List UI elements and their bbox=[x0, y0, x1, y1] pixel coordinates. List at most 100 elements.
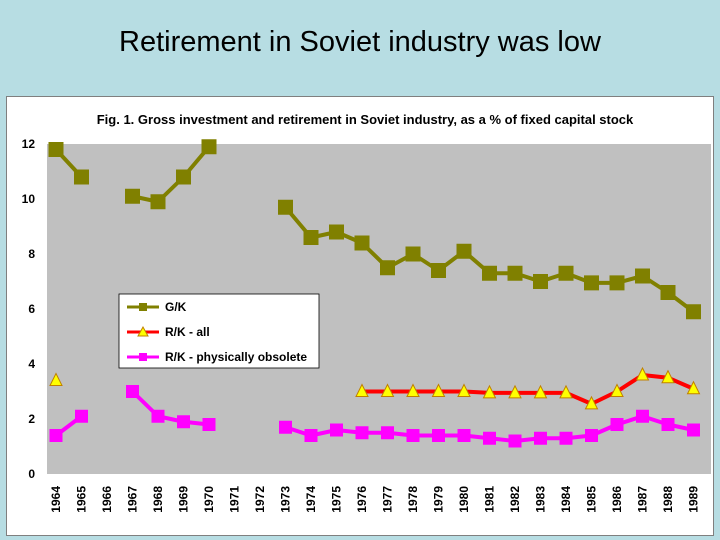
x-tick-label: 1988 bbox=[661, 486, 675, 513]
x-tick-label: 1975 bbox=[330, 486, 344, 513]
data-point bbox=[609, 275, 625, 291]
chart-svg: Fig. 1. Gross investment and retirement … bbox=[22, 112, 711, 513]
x-tick-label: 1973 bbox=[279, 486, 293, 513]
data-point bbox=[431, 263, 446, 278]
data-point bbox=[610, 418, 624, 431]
data-point bbox=[329, 224, 344, 240]
data-point bbox=[177, 415, 190, 429]
data-point bbox=[686, 304, 701, 320]
series-line bbox=[132, 145, 211, 204]
data-point bbox=[482, 265, 497, 281]
x-tick-label: 1966 bbox=[100, 486, 114, 513]
data-point bbox=[330, 423, 343, 437]
data-point bbox=[559, 431, 573, 445]
y-tick-label: 8 bbox=[28, 247, 35, 261]
data-point bbox=[610, 383, 624, 397]
data-point bbox=[533, 384, 548, 399]
x-tick-label: 1977 bbox=[381, 486, 395, 513]
data-point bbox=[432, 429, 445, 442]
data-point bbox=[75, 409, 88, 423]
y-axis: 0 2 4 6 8 10 12 bbox=[22, 137, 36, 481]
slide-title: Retirement in Soviet industry was low bbox=[119, 26, 601, 58]
data-point bbox=[482, 384, 497, 399]
legend: G/K R/K - all R/K - physically obsolete bbox=[118, 293, 320, 369]
x-tick-label: 1978 bbox=[406, 486, 420, 513]
x-tick-label: 1979 bbox=[432, 486, 446, 513]
series-line bbox=[131, 390, 210, 427]
legend-label: R/K - physically obsolete bbox=[165, 350, 307, 364]
data-point bbox=[201, 139, 217, 155]
data-point bbox=[635, 366, 650, 381]
data-point bbox=[150, 194, 166, 210]
data-point bbox=[584, 275, 599, 291]
x-tick-label: 1964 bbox=[49, 486, 63, 513]
data-point bbox=[278, 199, 293, 215]
x-tick-label: 1969 bbox=[177, 486, 191, 513]
series-0 bbox=[48, 139, 701, 320]
legend-swatch-marker bbox=[137, 325, 149, 337]
data-point bbox=[126, 385, 139, 398]
data-point bbox=[661, 418, 675, 431]
data-point bbox=[406, 429, 420, 442]
data-point bbox=[125, 188, 140, 204]
data-point bbox=[508, 384, 522, 399]
data-point bbox=[405, 246, 421, 262]
legend-label: R/K - all bbox=[165, 325, 210, 339]
data-point bbox=[559, 384, 573, 399]
x-tick-label: 1981 bbox=[483, 486, 497, 513]
x-tick-label: 1980 bbox=[457, 486, 471, 513]
data-point bbox=[381, 426, 394, 440]
series-1 bbox=[49, 366, 701, 410]
data-point bbox=[304, 429, 318, 442]
data-point bbox=[636, 409, 649, 423]
x-tick-label: 1987 bbox=[636, 486, 650, 513]
x-tick-label: 1976 bbox=[355, 486, 369, 513]
data-point bbox=[279, 420, 292, 434]
legend-swatch-marker bbox=[139, 303, 147, 311]
series-2 bbox=[49, 385, 700, 448]
data-point bbox=[355, 426, 369, 440]
data-point bbox=[534, 431, 547, 445]
x-tick-label: 1974 bbox=[304, 486, 318, 513]
series-layer bbox=[48, 139, 701, 448]
data-point bbox=[406, 383, 420, 397]
x-tick-label: 1968 bbox=[151, 486, 165, 513]
data-point bbox=[585, 429, 598, 442]
data-point bbox=[507, 265, 523, 281]
data-point bbox=[635, 268, 650, 284]
data-point bbox=[508, 434, 522, 448]
legend-swatch-marker bbox=[139, 353, 147, 361]
y-tick-label: 4 bbox=[28, 357, 35, 371]
chart-title: Fig. 1. Gross investment and retirement … bbox=[97, 112, 634, 127]
x-tick-label: 1972 bbox=[253, 486, 267, 513]
data-point bbox=[457, 383, 471, 397]
y-tick-label: 10 bbox=[22, 192, 36, 206]
data-point bbox=[151, 409, 165, 423]
x-tick-label: 1970 bbox=[202, 486, 216, 513]
x-tick-label: 1989 bbox=[687, 486, 701, 513]
data-point bbox=[49, 429, 63, 442]
y-tick-label: 6 bbox=[28, 302, 35, 316]
data-point bbox=[584, 395, 599, 410]
x-tick-label: 1965 bbox=[75, 486, 89, 513]
data-point bbox=[354, 235, 370, 251]
data-point bbox=[456, 243, 472, 259]
x-tick-label: 1986 bbox=[610, 486, 624, 513]
data-point bbox=[176, 169, 191, 185]
data-point bbox=[686, 380, 701, 395]
data-point bbox=[380, 383, 395, 397]
data-point bbox=[202, 418, 216, 431]
x-tick-label: 1983 bbox=[534, 486, 548, 513]
data-point bbox=[533, 274, 548, 289]
legend-label: G/K bbox=[165, 300, 187, 314]
data-point bbox=[457, 429, 471, 442]
x-tick-label: 1985 bbox=[585, 486, 599, 513]
y-tick-label: 12 bbox=[22, 137, 36, 151]
data-point bbox=[48, 142, 64, 157]
data-point bbox=[431, 383, 446, 397]
data-point bbox=[355, 383, 369, 397]
data-point bbox=[687, 423, 700, 437]
x-axis: 1964 1965 1966 1967 1968 1969 1970 1971 1972 1973… bbox=[49, 486, 701, 513]
y-tick-label: 2 bbox=[28, 412, 35, 426]
x-tick-label: 1967 bbox=[126, 486, 140, 513]
